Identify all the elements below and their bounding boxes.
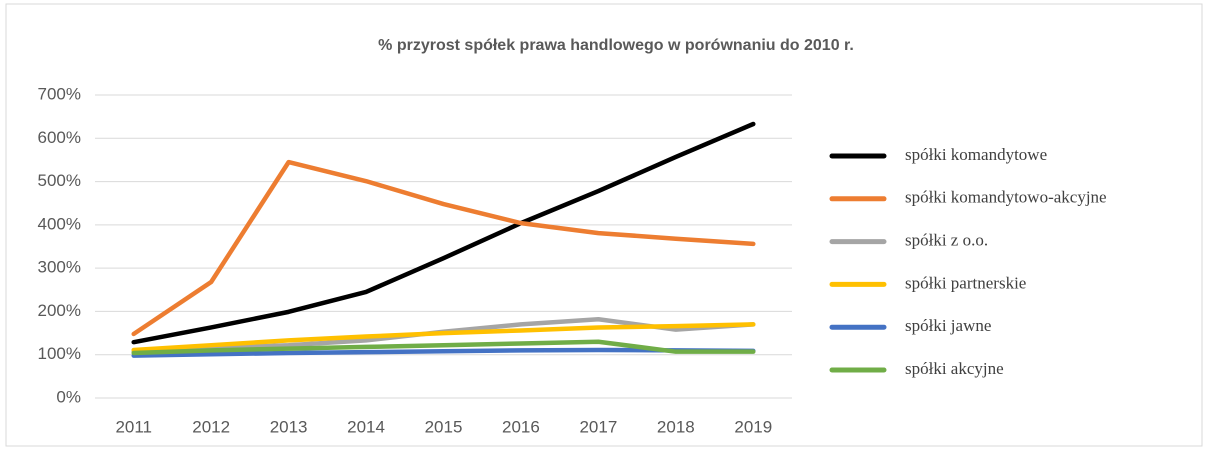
y-tick-label: 0% xyxy=(56,387,81,406)
x-tick-label: 2012 xyxy=(192,417,230,436)
legend-label: spółki jawne xyxy=(905,316,991,335)
series-line xyxy=(131,121,756,345)
x-tick-label: 2013 xyxy=(270,417,308,436)
series-line xyxy=(131,339,756,356)
y-tick-label: 300% xyxy=(38,258,81,277)
y-tick-label: 200% xyxy=(38,301,81,320)
series-line xyxy=(131,322,756,353)
x-tick-label: 2019 xyxy=(734,417,772,436)
legend-label: spółki komandytowe xyxy=(905,145,1047,164)
series-line xyxy=(131,159,756,337)
legend-label: spółki komandytowo-akcyjne xyxy=(905,188,1107,207)
y-tick-label: 700% xyxy=(38,84,81,103)
y-tick-label: 400% xyxy=(38,214,81,233)
legend-label: spółki partnerskie xyxy=(905,273,1026,292)
legend-label: spółki z o.o. xyxy=(905,231,988,250)
x-tick-label: 2016 xyxy=(502,417,540,436)
x-tick-label: 2015 xyxy=(425,417,463,436)
y-tick-label: 500% xyxy=(38,171,81,190)
x-tick-label: 2018 xyxy=(657,417,695,436)
legend-label: spółki akcyjne xyxy=(905,359,1004,378)
x-tick-label: 2017 xyxy=(579,417,617,436)
x-tick-label: 2011 xyxy=(115,417,152,436)
chart-title: % przyrost spółek prawa handlowego w por… xyxy=(378,37,854,54)
y-tick-label: 600% xyxy=(38,128,81,147)
x-tick-label: 2014 xyxy=(347,417,385,436)
y-tick-label: 100% xyxy=(38,344,81,363)
